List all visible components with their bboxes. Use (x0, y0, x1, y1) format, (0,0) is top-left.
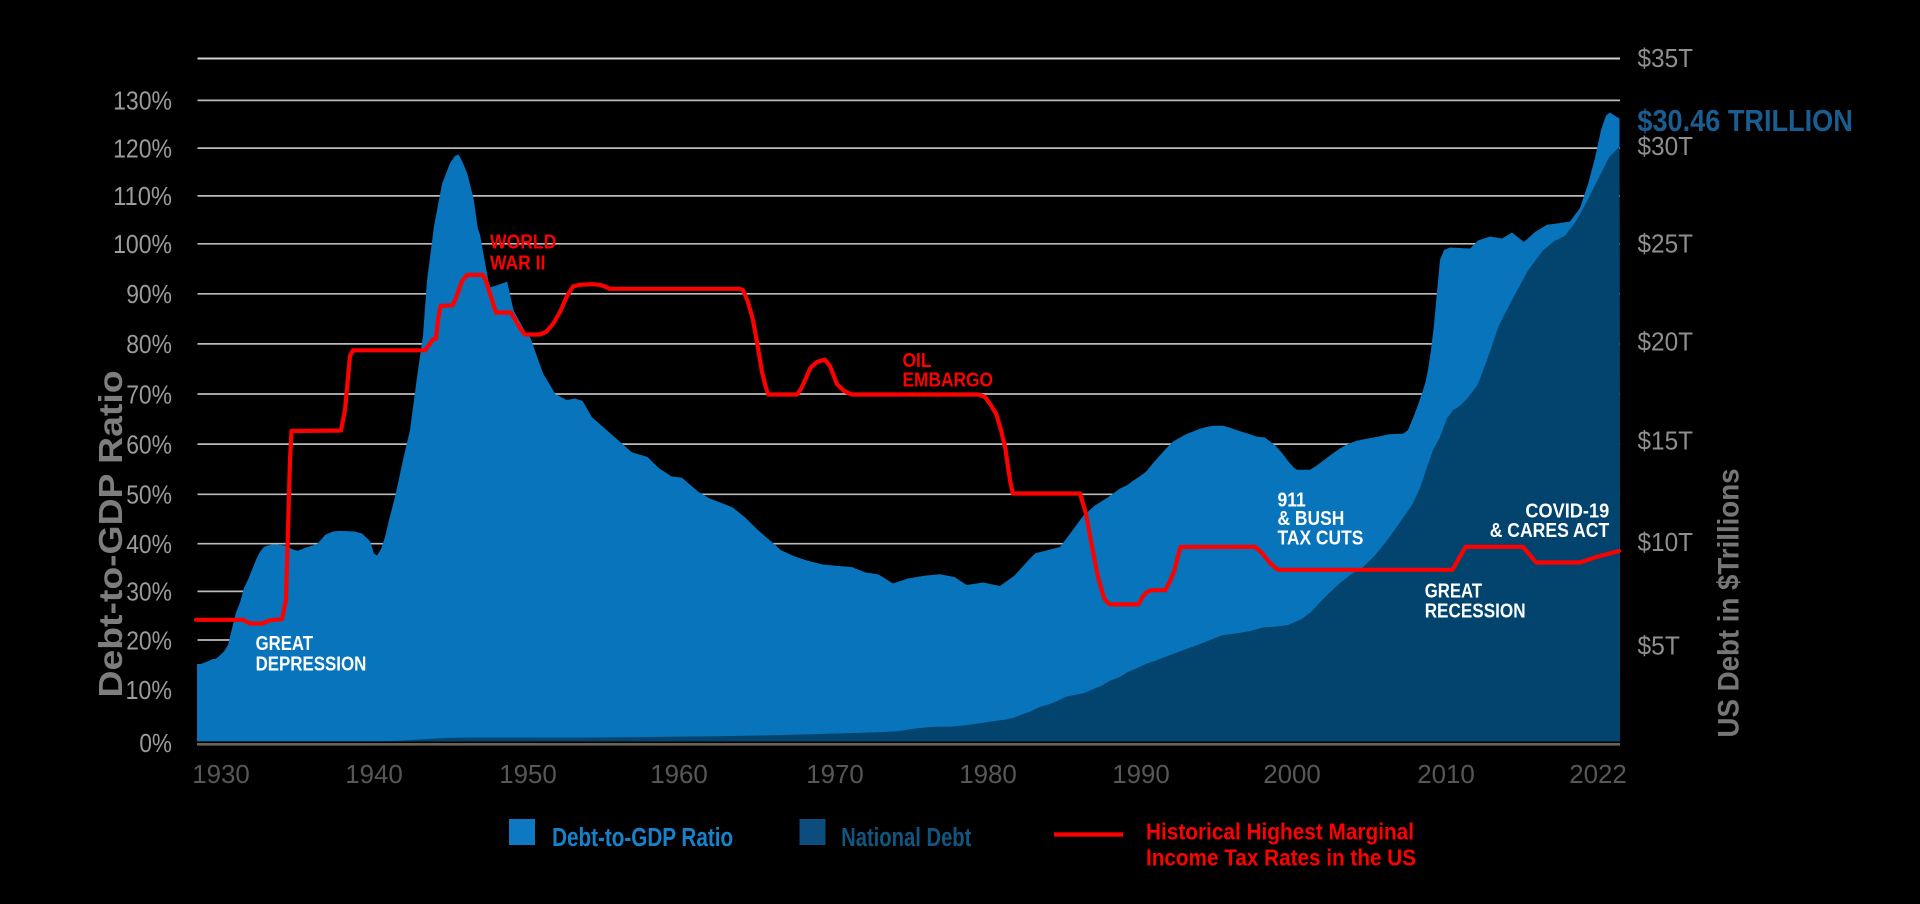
svg-text:& CARES ACT: & CARES ACT (1490, 519, 1610, 542)
svg-text:2000: 2000 (1263, 759, 1321, 789)
svg-text:WORLD: WORLD (490, 231, 556, 254)
svg-text:Income Tax Rates in the US: Income Tax Rates in the US (1146, 845, 1416, 871)
svg-text:120%: 120% (113, 133, 172, 163)
svg-text:1960: 1960 (650, 759, 708, 789)
svg-text:1970: 1970 (806, 759, 864, 789)
svg-text:Debt-to-GDP Ratio: Debt-to-GDP Ratio (552, 824, 733, 852)
svg-text:70%: 70% (126, 379, 172, 409)
svg-text:1930: 1930 (192, 759, 250, 789)
svg-text:80%: 80% (126, 329, 172, 359)
svg-text:130%: 130% (113, 86, 172, 116)
svg-text:$10T: $10T (1638, 527, 1694, 557)
svg-text:90%: 90% (126, 279, 172, 309)
svg-text:$25T: $25T (1638, 228, 1694, 258)
svg-text:$35T: $35T (1638, 43, 1694, 73)
svg-text:50%: 50% (126, 480, 172, 510)
svg-text:60%: 60% (126, 429, 172, 459)
svg-text:$5T: $5T (1638, 630, 1681, 660)
svg-text:$15T: $15T (1638, 425, 1694, 455)
svg-text:1950: 1950 (499, 759, 557, 789)
svg-text:WAR II: WAR II (490, 251, 545, 274)
svg-text:$30.46 TRILLION: $30.46 TRILLION (1637, 104, 1852, 138)
svg-text:TAX CUTS: TAX CUTS (1278, 526, 1364, 549)
svg-text:COVID-19: COVID-19 (1525, 499, 1609, 522)
svg-text:& BUSH: & BUSH (1278, 507, 1345, 530)
svg-text:100%: 100% (113, 229, 172, 259)
svg-text:1940: 1940 (345, 759, 403, 789)
svg-text:2010: 2010 (1417, 759, 1475, 789)
svg-text:DEPRESSION: DEPRESSION (256, 653, 367, 676)
svg-text:National Debt: National Debt (841, 824, 972, 852)
svg-text:Historical Highest Marginal: Historical Highest Marginal (1146, 819, 1414, 845)
svg-text:$30T: $30T (1638, 131, 1694, 161)
svg-text:1990: 1990 (1112, 759, 1170, 789)
svg-text:0%: 0% (139, 728, 172, 758)
svg-text:EMBARGO: EMBARGO (903, 368, 994, 391)
svg-text:Debt-to-GDP Ratio: Debt-to-GDP Ratio (92, 371, 129, 698)
svg-text:20%: 20% (126, 625, 172, 655)
svg-text:US Debt in $Trillions: US Debt in $Trillions (1713, 469, 1746, 738)
svg-text:2022: 2022 (1569, 759, 1627, 789)
svg-text:40%: 40% (126, 529, 172, 559)
svg-text:GREAT: GREAT (256, 632, 314, 655)
svg-text:OIL: OIL (903, 349, 932, 372)
svg-text:30%: 30% (126, 577, 172, 607)
svg-text:RECESSION: RECESSION (1425, 600, 1526, 623)
svg-text:110%: 110% (113, 181, 172, 211)
svg-text:$20T: $20T (1638, 326, 1694, 356)
svg-text:911: 911 (1278, 489, 1306, 512)
svg-text:GREAT: GREAT (1425, 580, 1483, 603)
svg-text:10%: 10% (126, 675, 173, 705)
svg-text:1980: 1980 (959, 759, 1017, 789)
